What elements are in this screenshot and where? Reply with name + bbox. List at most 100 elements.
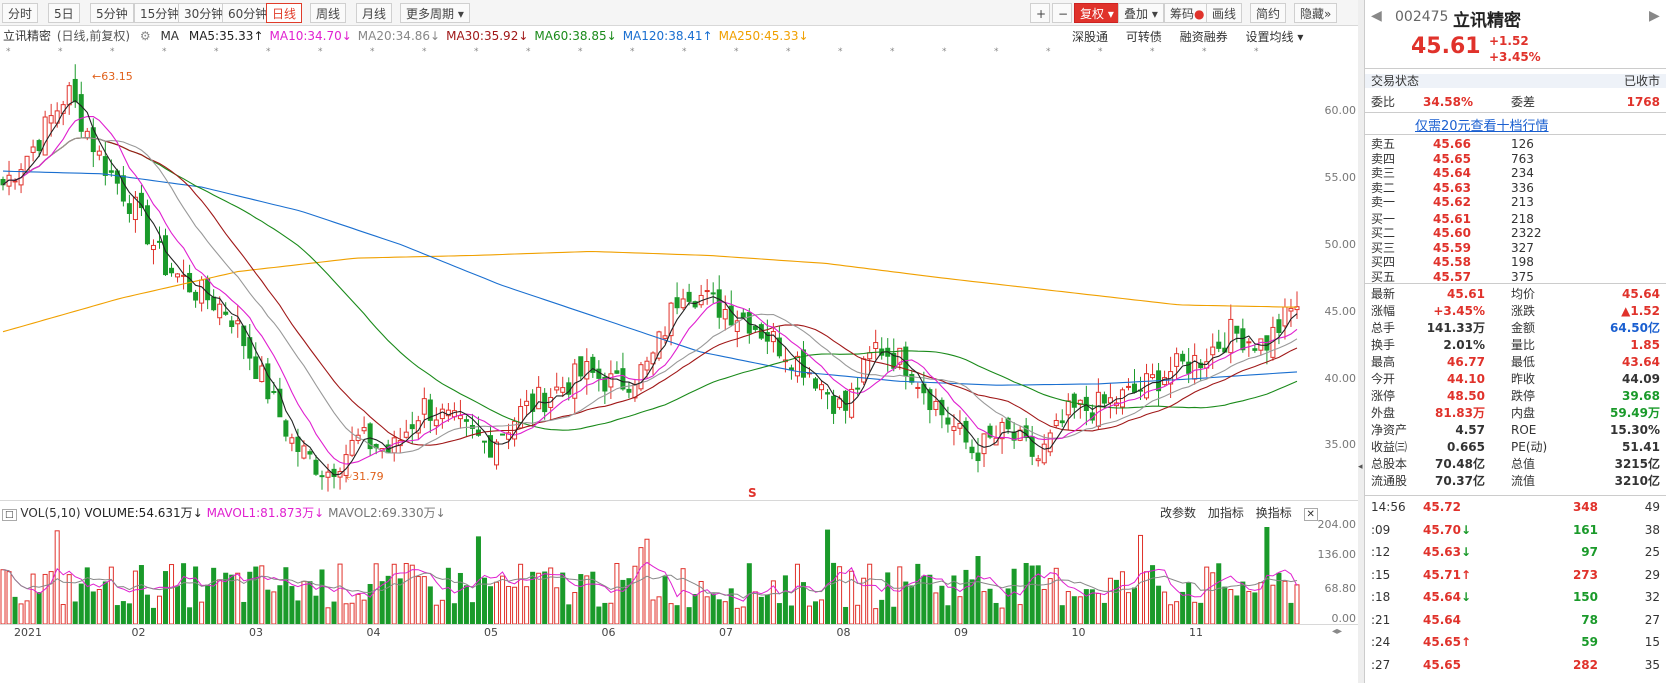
next-stock-icon[interactable]: ▶ [1649,8,1660,24]
level-price: 45.61 [1433,211,1471,226]
volume-bar [349,602,355,624]
level-volume: 2322 [1511,226,1542,240]
stat-value: 15.30% [1610,423,1660,437]
ask-row[interactable]: 卖四 45.65 763 [1371,152,1660,166]
draw-button[interactable]: 画线 [1206,3,1243,23]
candle-body [530,393,536,412]
chips-button[interactable]: 筹码● [1164,3,1211,23]
ask-row[interactable]: 卖二 45.63 336 [1371,181,1660,195]
level-volume: 213 [1511,195,1534,209]
ask-row[interactable]: 卖三 45.64 234 [1371,166,1660,180]
price-change-pct: +3.45% [1489,50,1541,64]
volume-bar [728,588,734,624]
stat-value: 46.77 [1447,355,1485,369]
prev-stock-icon[interactable]: ◀ [1371,8,1382,24]
tick-row: :18 45.64 ↓ 150 32 [1371,590,1660,604]
collapse-icon[interactable]: □ [2,509,17,521]
candle-body [295,436,301,452]
bid-row[interactable]: 买一 45.61 218 [1371,212,1660,226]
zoom-out-button[interactable]: − [1052,3,1072,23]
candlestick-chart[interactable]: * * * * * * * * * * * * * * * * * * * * * * * * * [0,44,1310,499]
change-params-button[interactable]: 改参数 [1160,506,1197,520]
event-marker: * [1046,47,1051,57]
add-indicator-button[interactable]: 加指标 [1207,506,1244,520]
volume-bar [1282,580,1288,624]
candle-body [915,386,921,389]
level2-promo-link[interactable]: 仅需20元查看十档行情 [1415,119,1549,134]
volume-bar [644,538,650,624]
candle-body [704,290,710,293]
tab-60min[interactable]: 60分钟 [222,3,274,23]
candle-body [325,471,331,478]
volume-bar [1017,604,1023,624]
volume-bar [223,572,229,624]
event-marker: * [58,47,63,57]
tab-monthly[interactable]: 月线 [356,3,393,23]
bid-row[interactable]: 买二 45.60 2322 [1371,226,1660,240]
ask-row[interactable]: 卖五 45.66 126 [1371,137,1660,151]
volume-bar [548,567,554,624]
simple-button[interactable]: 简约 [1250,3,1287,23]
level-label: 买三 [1371,240,1396,255]
price-tick: 50.00 [1324,237,1357,251]
tick-arrow: ↓ [1461,590,1472,604]
stat-row: 涨幅 +3.45% 涨跌 ▲1.52 [1371,304,1660,318]
volume-bar [199,601,205,624]
volume-bar [620,579,626,624]
candle-body [590,356,596,373]
candle-body [205,278,211,301]
volume-bar [530,571,536,624]
link-hk-connect[interactable]: 深股通 [1072,30,1109,44]
candle-body [506,432,512,440]
candle-body [855,387,861,390]
volume-chart[interactable] [0,520,1310,624]
zoom-in-button[interactable]: + [1030,3,1050,23]
switch-indicator-button[interactable]: 换指标 [1255,506,1292,520]
volume-bar [12,596,18,624]
tab-30min[interactable]: 30分钟 [178,3,230,23]
volume-bar [1011,568,1017,624]
link-margin[interactable]: 融资融券 [1179,30,1228,44]
link-ma-settings[interactable]: 设置均线 [1245,30,1294,44]
overlay-label: 叠加 [1124,7,1149,21]
volume-bar [1125,592,1131,624]
panel-splitter[interactable] [1358,0,1364,683]
link-convertible[interactable]: 可转债 [1125,30,1162,44]
candle-body [66,85,72,106]
candle-body [126,203,132,214]
ma5-line [2,100,1298,476]
tick-arrow: ↓ [1461,545,1472,559]
price-tick: 55.00 [1324,170,1357,184]
volume-bar [578,574,584,624]
scroll-arrows[interactable]: ◂▸ [1332,626,1343,637]
fuquan-button[interactable]: 复权 ▾ [1074,3,1120,23]
tab-weekly[interactable]: 周线 [310,3,347,23]
tab-15min[interactable]: 15分钟 [134,3,186,23]
tab-more-periods[interactable]: 更多周期 ▾ [400,3,470,23]
bid-row[interactable]: 买四 45.58 198 [1371,255,1660,269]
collapse-arrow-icon[interactable]: ◂ [1358,462,1363,472]
settings-icon[interactable]: ⚙ [139,29,151,43]
overlay-button[interactable]: 叠加 ▾ [1118,3,1164,23]
bid-row[interactable]: 买三 45.59 327 [1371,241,1660,255]
bid-row[interactable]: 买五 45.57 375 [1371,270,1660,284]
tick-count: 15 [1644,635,1660,649]
candle-body [819,384,825,391]
tick-count: 35 [1644,657,1660,672]
volume-bar [554,587,560,624]
volume-bar [1246,590,1252,624]
hide-button[interactable]: 隐藏» [1294,3,1338,23]
tab-5min[interactable]: 5分钟 [90,3,134,23]
close-icon[interactable]: ✕ [1303,508,1318,521]
volume-bar [999,607,1005,624]
tab-daily[interactable]: 日线 [266,3,303,23]
volume-bar [156,595,162,624]
stock-name: 立讯精密 [3,29,52,43]
caret-down-icon: ▾ [1107,7,1114,21]
tab-fenshi[interactable]: 分时 [2,3,39,23]
tab-5day[interactable]: 5日 [48,3,80,23]
candle-body [1023,425,1029,439]
candle-body [403,431,409,438]
candle-body [644,360,650,371]
ask-row[interactable]: 卖一 45.62 213 [1371,195,1660,209]
